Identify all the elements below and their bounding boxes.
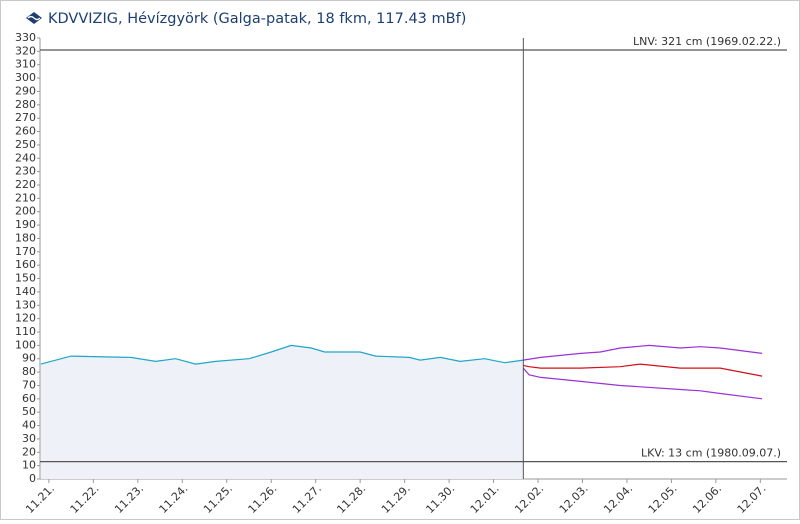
- y-tick-label: 230: [15, 165, 36, 178]
- area-fill: [40, 345, 524, 479]
- y-tick-label: 300: [15, 71, 36, 84]
- series-line: [40, 344, 524, 365]
- y-tick-label: 180: [15, 231, 36, 244]
- series-line: [523, 363, 763, 377]
- series-line: [523, 344, 763, 361]
- y-tick-label: 10: [22, 459, 36, 472]
- y-tick-label: 100: [15, 338, 36, 351]
- y-tick-label: 40: [22, 419, 36, 432]
- y-tick-label: 220: [15, 178, 36, 191]
- reference-label: LKV: 13 cm (1980.09.07.): [641, 447, 781, 460]
- y-tick-label: 240: [15, 151, 36, 164]
- y-tick-label: 30: [22, 432, 36, 445]
- y-tick-label: 270: [15, 111, 36, 124]
- y-tick-label: 110: [15, 325, 36, 338]
- y-tick-label: 150: [15, 272, 36, 285]
- y-tick-label: 290: [15, 84, 36, 97]
- y-tick-label: 130: [15, 298, 36, 311]
- y-tick-label: 250: [15, 138, 36, 151]
- reference-label: LNV: 321 cm (1969.02.22.): [633, 35, 781, 48]
- y-tick-label: 210: [15, 191, 36, 204]
- y-tick-label: 170: [15, 245, 36, 258]
- y-tick-label: 330: [15, 31, 36, 44]
- y-tick-label: 0: [29, 472, 36, 485]
- y-tick-label: 190: [15, 218, 36, 231]
- y-tick-label: 160: [15, 258, 36, 271]
- y-tick-label: 120: [15, 312, 36, 325]
- y-tick-label: 280: [15, 98, 36, 111]
- y-tick-label: 260: [15, 125, 36, 138]
- logo-icon: [26, 12, 42, 24]
- y-tick-label: 320: [15, 44, 36, 57]
- y-tick-label: 90: [22, 352, 36, 365]
- y-tick-label: 20: [22, 445, 36, 458]
- y-tick-label: 70: [22, 378, 36, 391]
- y-tick-label: 80: [22, 365, 36, 378]
- y-tick-label: 50: [22, 405, 36, 418]
- y-tick-label: 310: [15, 58, 36, 71]
- y-tick-label: 200: [15, 205, 36, 218]
- series-line: [522, 367, 763, 400]
- y-tick-label: 60: [22, 392, 36, 405]
- y-tick-label: 140: [15, 285, 36, 298]
- chart-title: KDVVIZIG, Hévízgyörk (Galga-patak, 18 fk…: [48, 11, 466, 27]
